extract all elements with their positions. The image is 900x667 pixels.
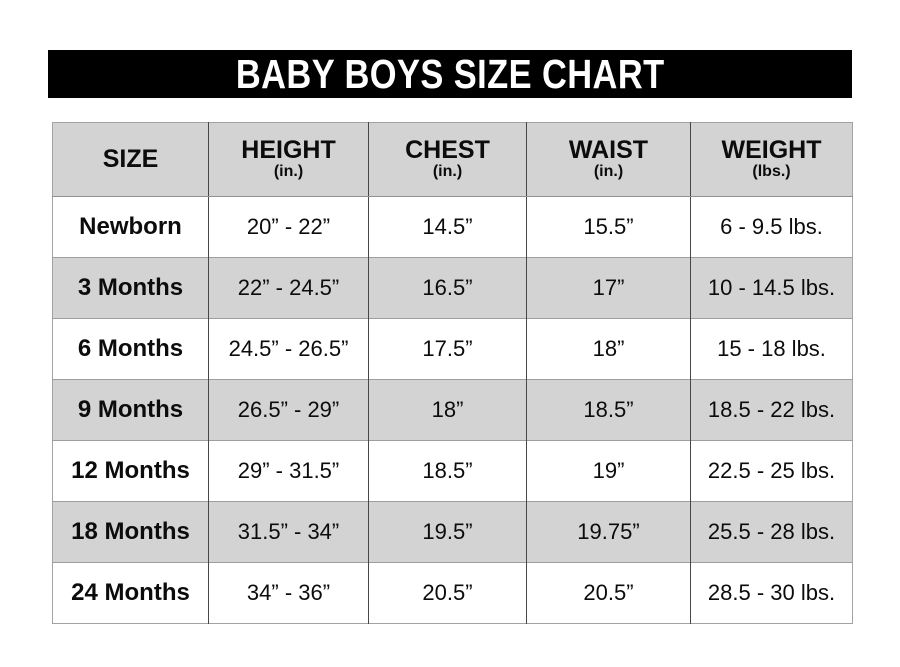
cell-weight: 25.5 - 28 lbs. xyxy=(690,501,853,563)
cell-waist: 18” xyxy=(526,318,691,380)
cell-waist: 19” xyxy=(526,440,691,502)
column-unit: (lbs.) xyxy=(752,163,791,181)
table-row-18-months: 18 Months 31.5” - 34” 19.5” 19.75” 25.5 … xyxy=(52,501,853,563)
cell-waist: 19.75” xyxy=(526,501,691,563)
table-header: SIZE HEIGHT (in.) CHEST (in.) WAIST (in.) W… xyxy=(52,122,853,197)
column-unit: (in.) xyxy=(593,163,624,181)
cell-height: 26.5” - 29” xyxy=(208,379,369,441)
cell-height: 24.5” - 26.5” xyxy=(208,318,369,380)
column-label: WAIST xyxy=(568,136,649,165)
title-banner: BABY BOYS SIZE CHART xyxy=(48,50,852,98)
column-header-weight: WEIGHT (lbs.) xyxy=(690,122,853,197)
cell-size: 6 Months xyxy=(52,318,209,380)
cell-weight: 18.5 - 22 lbs. xyxy=(690,379,853,441)
page-title: BABY BOYS SIZE CHART xyxy=(235,50,665,97)
cell-size: Newborn xyxy=(52,196,209,258)
table-row-24-months: 24 Months 34” - 36” 20.5” 20.5” 28.5 - 3… xyxy=(52,562,853,624)
cell-height: 20” - 22” xyxy=(208,196,369,258)
cell-waist: 18.5” xyxy=(526,379,691,441)
column-label: WEIGHT xyxy=(721,136,822,165)
column-header-waist: WAIST (in.) xyxy=(526,122,691,197)
column-header-chest: CHEST (in.) xyxy=(368,122,527,197)
table-row-newborn: Newborn 20” - 22” 14.5” 15.5” 6 - 9.5 lb… xyxy=(52,196,853,258)
cell-chest: 18.5” xyxy=(368,440,527,502)
cell-weight: 28.5 - 30 lbs. xyxy=(690,562,853,624)
cell-size: 9 Months xyxy=(52,379,209,441)
column-header-size: SIZE xyxy=(52,122,209,197)
cell-chest: 16.5” xyxy=(368,257,527,319)
cell-chest: 14.5” xyxy=(368,196,527,258)
cell-height: 31.5” - 34” xyxy=(208,501,369,563)
column-unit: (in.) xyxy=(273,163,304,181)
table-row-9-months: 9 Months 26.5” - 29” 18” 18.5” 18.5 - 22… xyxy=(52,379,853,441)
cell-size: 18 Months xyxy=(52,501,209,563)
column-unit: (in.) xyxy=(432,163,463,181)
cell-waist: 20.5” xyxy=(526,562,691,624)
cell-chest: 19.5” xyxy=(368,501,527,563)
cell-size: 3 Months xyxy=(52,257,209,319)
cell-size: 12 Months xyxy=(52,440,209,502)
cell-chest: 20.5” xyxy=(368,562,527,624)
cell-weight: 22.5 - 25 lbs. xyxy=(690,440,853,502)
header-row: SIZE HEIGHT (in.) CHEST (in.) WAIST (in.) W… xyxy=(52,122,853,197)
cell-waist: 15.5” xyxy=(526,196,691,258)
cell-height: 34” - 36” xyxy=(208,562,369,624)
table-row-3-months: 3 Months 22” - 24.5” 16.5” 17” 10 - 14.5… xyxy=(52,257,853,319)
cell-weight: 10 - 14.5 lbs. xyxy=(690,257,853,319)
column-label: SIZE xyxy=(102,145,159,174)
table-row-12-months: 12 Months 29” - 31.5” 18.5” 19” 22.5 - 2… xyxy=(52,440,853,502)
cell-height: 29” - 31.5” xyxy=(208,440,369,502)
cell-weight: 15 - 18 lbs. xyxy=(690,318,853,380)
cell-weight: 6 - 9.5 lbs. xyxy=(690,196,853,258)
cell-chest: 17.5” xyxy=(368,318,527,380)
cell-chest: 18” xyxy=(368,379,527,441)
column-header-height: HEIGHT (in.) xyxy=(208,122,369,197)
table-body: Newborn 20” - 22” 14.5” 15.5” 6 - 9.5 lb… xyxy=(52,196,853,624)
cell-height: 22” - 24.5” xyxy=(208,257,369,319)
cell-waist: 17” xyxy=(526,257,691,319)
table-row-6-months: 6 Months 24.5” - 26.5” 17.5” 18” 15 - 18… xyxy=(52,318,853,380)
cell-size: 24 Months xyxy=(52,562,209,624)
column-label: CHEST xyxy=(405,136,490,165)
column-label: HEIGHT xyxy=(241,136,336,165)
size-chart-table: SIZE HEIGHT (in.) CHEST (in.) WAIST (in.) W… xyxy=(52,122,853,624)
